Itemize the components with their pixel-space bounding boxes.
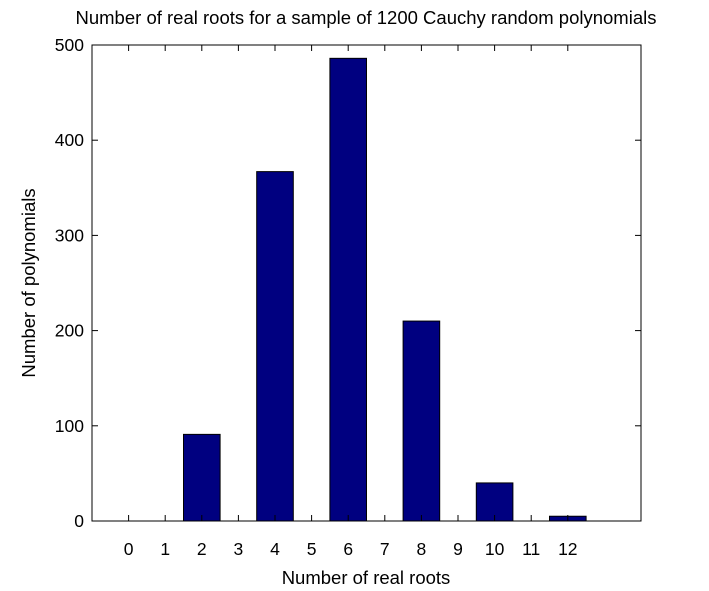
x-axis-label: Number of real roots: [282, 567, 451, 588]
x-tick-label: 5: [307, 539, 317, 559]
y-tick-label: 200: [55, 321, 84, 341]
x-tick-label: 7: [380, 539, 390, 559]
y-tick-label: 0: [74, 511, 84, 531]
x-tick-label: 4: [270, 539, 280, 559]
y-axis-label: Number of polynomials: [18, 188, 39, 377]
x-tick-label: 9: [453, 539, 463, 559]
bar-10: [475, 482, 514, 522]
x-tick-label: 1: [160, 539, 170, 559]
x-tick-label: 11: [522, 539, 540, 559]
x-tick-label: 0: [124, 539, 134, 559]
x-tick-label: 12: [558, 539, 577, 559]
x-tick-label: 2: [197, 539, 207, 559]
y-tick-label: 100: [55, 416, 84, 436]
x-axis: 0 1 2 3 4 5 6 7 8 9 10 11 12: [124, 45, 578, 559]
y-tick-label: 500: [55, 35, 84, 55]
x-tick-label: 6: [343, 539, 353, 559]
bar-6: [329, 57, 367, 522]
bar-group: [183, 57, 587, 522]
bar-8: [402, 320, 441, 522]
x-tick-label: 3: [234, 539, 244, 559]
y-axis: 0 100 200 300 400 500: [55, 35, 641, 531]
x-tick-label: 10: [485, 539, 505, 559]
bar-4: [256, 171, 294, 522]
bar-2: [183, 433, 221, 522]
y-tick-label: 300: [55, 225, 84, 245]
chart-title: Number of real roots for a sample of 120…: [76, 7, 657, 28]
x-tick-label: 8: [417, 539, 427, 559]
y-tick-label: 400: [55, 130, 84, 150]
